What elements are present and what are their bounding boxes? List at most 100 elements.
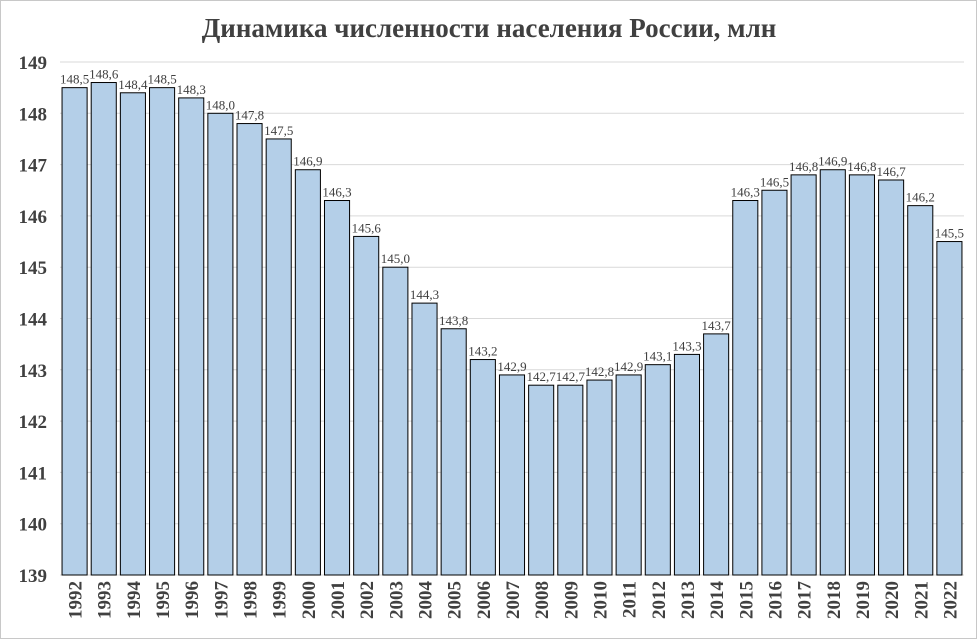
y-tick-label: 147 <box>19 156 48 177</box>
x-tick-label: 2010 <box>590 581 611 619</box>
data-label: 148,5 <box>147 72 176 87</box>
y-tick-label: 144 <box>19 310 48 331</box>
data-label: 148,5 <box>60 72 89 87</box>
bar <box>644 364 671 576</box>
x-tick-label: 2001 <box>328 581 349 619</box>
data-label: 143,1 <box>643 349 672 364</box>
x-tick-label: 1997 <box>211 581 232 620</box>
x-tick-label: 2020 <box>882 581 903 619</box>
bar <box>732 200 759 576</box>
y-axis-ticks: 139 140 141 142 143 144 145 146 147 148 149 <box>19 53 48 587</box>
bar <box>586 379 613 576</box>
x-tick-label: 2012 <box>649 581 670 619</box>
y-tick-label: 145 <box>19 258 48 279</box>
x-tick-label: 1993 <box>95 581 116 619</box>
x-tick-label: 2000 <box>299 581 320 619</box>
bar <box>469 359 496 576</box>
bar <box>265 138 292 576</box>
y-tick-label: 139 <box>19 566 48 587</box>
y-tick-label: 141 <box>19 463 48 484</box>
bar <box>323 200 351 576</box>
x-tick-label: 2013 <box>678 581 699 619</box>
data-label: 146,8 <box>847 159 876 174</box>
data-label: 143,2 <box>468 344 497 359</box>
x-tick-label: 2018 <box>824 581 845 619</box>
data-label: 146,2 <box>906 190 935 205</box>
x-tick-label: 2003 <box>386 581 407 619</box>
bar <box>848 174 875 576</box>
bar <box>236 123 263 576</box>
data-label: 142,7 <box>556 369 586 384</box>
chart-title: Динамика численности населения России, м… <box>202 13 777 43</box>
bar <box>936 241 963 576</box>
x-tick-label: 1999 <box>270 581 291 619</box>
x-tick-label: 2014 <box>707 581 728 620</box>
y-tick-label: 142 <box>19 412 48 433</box>
data-label: 142,9 <box>614 359 643 374</box>
bar <box>90 82 117 576</box>
x-tick-label: 2002 <box>357 581 378 619</box>
data-label: 142,7 <box>527 369 557 384</box>
bar <box>761 189 788 576</box>
x-tick-label: 2009 <box>561 581 582 619</box>
x-tick-label: 1992 <box>66 581 87 619</box>
y-tick-label: 149 <box>19 53 48 74</box>
x-tick-label: 2006 <box>474 581 495 619</box>
bar <box>878 179 905 576</box>
data-label: 142,9 <box>497 359 526 374</box>
x-tick-label: 2017 <box>795 581 816 620</box>
data-label: 145,5 <box>935 226 964 241</box>
x-tick-label: 2004 <box>416 581 437 620</box>
bar <box>119 92 146 576</box>
x-tick-label: 2016 <box>765 581 786 619</box>
data-label: 148,3 <box>177 82 206 97</box>
data-label: 143,8 <box>439 313 468 328</box>
y-tick-label: 146 <box>19 207 48 228</box>
data-label: 144,3 <box>410 287 439 302</box>
x-tick-label: 1994 <box>124 581 145 620</box>
bar <box>353 235 380 576</box>
data-label: 142,8 <box>585 364 614 379</box>
data-label: 148,4 <box>118 77 148 92</box>
bar <box>907 205 934 576</box>
data-label: 147,8 <box>235 108 264 123</box>
x-axis-ticks: 1992 1993 1994 1995 1996 1997 1998 1999 2000 2001… <box>66 581 962 620</box>
x-tick-label: 1998 <box>241 581 262 619</box>
y-tick-label: 148 <box>19 104 48 125</box>
data-label: 148,0 <box>206 97 235 112</box>
bar <box>819 169 846 576</box>
data-label: 146,3 <box>731 185 760 200</box>
x-tick-label: 2005 <box>445 581 466 619</box>
x-tick-label: 1996 <box>182 581 203 619</box>
bar <box>557 384 584 576</box>
data-label: 146,9 <box>293 154 322 169</box>
bar <box>207 112 234 576</box>
y-tick-label: 140 <box>19 515 48 536</box>
data-label: 146,3 <box>322 185 351 200</box>
bar <box>498 374 526 576</box>
bar <box>673 353 701 576</box>
bar <box>178 97 205 576</box>
bar <box>790 174 817 576</box>
data-label: 146,9 <box>818 154 847 169</box>
x-tick-label: 2008 <box>532 581 553 619</box>
bar <box>615 374 642 576</box>
bar <box>294 169 321 576</box>
data-label: 147,5 <box>264 123 293 138</box>
bar <box>528 384 555 576</box>
x-tick-label: 2015 <box>736 581 757 619</box>
data-label: 145,6 <box>352 220 382 235</box>
data-label: 146,5 <box>760 174 789 189</box>
x-tick-label: 2011 <box>620 581 641 618</box>
data-label: 143,3 <box>672 338 701 353</box>
data-label: 146,8 <box>789 159 818 174</box>
data-label: 146,7 <box>876 164 906 179</box>
x-tick-label: 2019 <box>853 581 874 619</box>
bar <box>703 333 730 576</box>
x-tick-label: 2022 <box>940 581 961 619</box>
bar <box>411 302 438 576</box>
x-tick-label: 2007 <box>503 581 524 620</box>
